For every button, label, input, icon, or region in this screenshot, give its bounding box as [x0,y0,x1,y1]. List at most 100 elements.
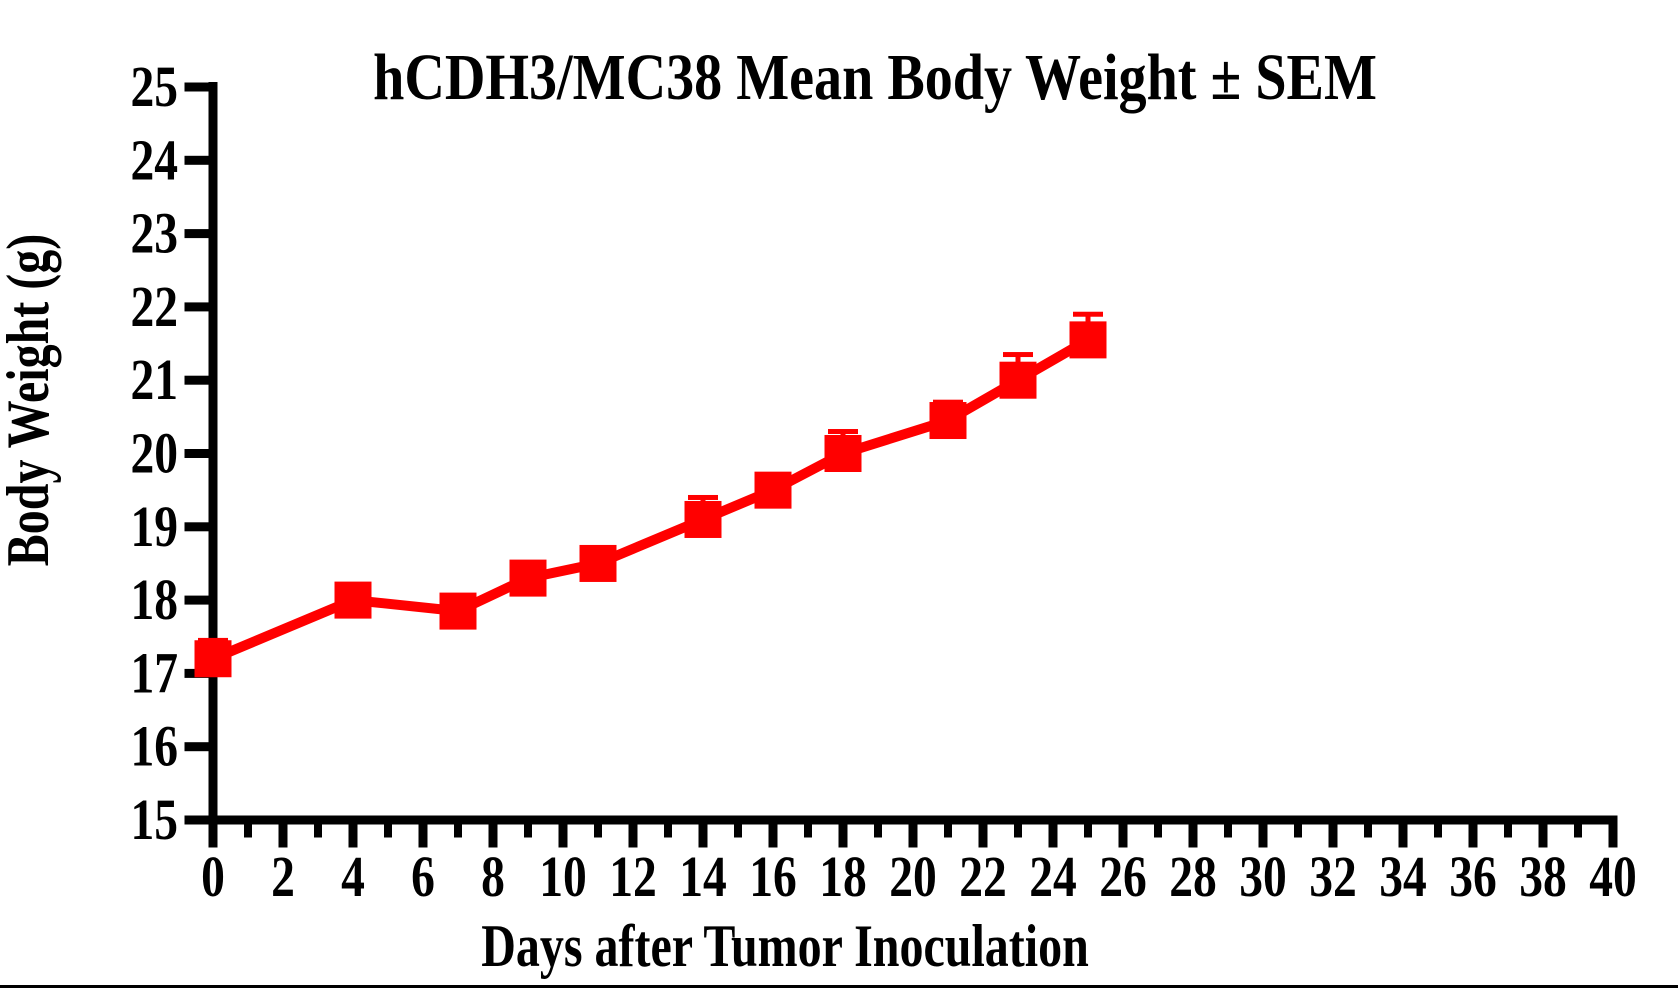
x-major-tick [488,823,498,848]
y-major-tick [184,302,209,312]
y-major-tick [184,815,209,825]
x-axis-title: Days after Tumor Inoculation [481,913,1089,979]
data-point-marker [754,471,792,509]
x-tick-label: 40 [1589,846,1637,909]
x-minor-tick [664,823,672,838]
y-tick-label: 18 [130,569,178,632]
sem-error-bar-cap [1073,311,1103,317]
data-point-marker [684,500,722,538]
x-major-tick [838,823,848,848]
y-major-tick [184,595,209,605]
x-tick-label: 2 [271,846,295,909]
x-tick-label: 16 [749,846,797,909]
x-major-tick [1398,823,1408,848]
x-minor-tick [734,823,742,838]
y-major-tick [184,522,209,532]
x-major-tick [978,823,988,848]
x-major-tick [348,823,358,848]
data-point-marker [334,581,372,619]
x-minor-tick [314,823,322,838]
x-minor-tick [804,823,812,838]
x-major-tick [208,823,218,848]
data-point-marker [999,361,1037,399]
bottom-rule [0,985,1678,988]
x-minor-tick [1434,823,1442,838]
y-tick-label: 25 [130,56,178,119]
y-tick-label: 17 [130,642,178,705]
y-tick-label: 16 [130,715,178,778]
data-point-marker [194,640,232,678]
x-tick-label: 6 [411,846,435,909]
x-tick-label: 0 [201,846,225,909]
sem-error-bar-cap [688,494,718,500]
data-point-marker [509,559,547,597]
x-tick-label: 26 [1099,846,1147,909]
x-major-tick [1258,823,1268,848]
x-major-tick [418,823,428,848]
x-tick-label: 24 [1029,846,1077,909]
x-tick-label: 30 [1239,846,1287,909]
x-major-tick [1538,823,1548,848]
x-tick-label: 34 [1379,846,1427,909]
x-minor-tick [1574,823,1582,838]
x-major-tick [698,823,708,848]
y-tick-label: 19 [130,495,178,558]
sem-error-bar-cap [828,429,858,435]
data-point-marker [579,544,617,582]
chart-title: hCDH3/MC38 Mean Body Weight ± SEM [373,41,1377,114]
x-major-tick [1328,823,1338,848]
x-major-tick [1608,823,1618,848]
data-point-marker [824,435,862,472]
y-major-tick [184,742,209,752]
x-tick-label: 22 [959,846,1007,909]
x-minor-tick [244,823,252,838]
x-tick-label: 4 [341,846,365,909]
y-major-tick [184,82,209,92]
x-tick-label: 20 [889,846,937,909]
x-tick-label: 10 [539,846,587,909]
x-minor-tick [454,823,462,838]
x-major-tick [628,823,638,848]
x-tick-label: 32 [1309,846,1357,909]
x-minor-tick [1154,823,1162,838]
y-axis-line [208,82,218,825]
x-minor-tick [1504,823,1512,838]
x-major-tick [1468,823,1478,848]
x-tick-label: 36 [1449,846,1497,909]
x-tick-label: 18 [819,846,867,909]
y-axis-title: Body Weight (g) [0,234,61,566]
x-tick-label: 8 [481,846,505,909]
x-minor-tick [1014,823,1022,838]
x-minor-tick [594,823,602,838]
x-tick-label: 38 [1519,846,1567,909]
x-major-tick [1118,823,1128,848]
series-markers [194,321,1107,678]
x-minor-tick [1294,823,1302,838]
data-point-marker [1069,321,1107,359]
x-axis-line [208,815,1618,825]
y-major-tick [184,229,209,239]
x-minor-tick [384,823,392,838]
x-minor-tick [944,823,952,838]
y-tick-label: 15 [130,789,178,852]
x-minor-tick [1364,823,1372,838]
x-minor-tick [1224,823,1232,838]
x-major-tick [1188,823,1198,848]
x-minor-tick [1084,823,1092,838]
y-tick-label: 24 [130,129,178,192]
y-major-tick [184,375,209,385]
x-tick-label: 14 [679,846,727,909]
x-minor-tick [524,823,532,838]
y-tick-label: 21 [130,349,178,412]
data-point-marker [439,592,477,630]
x-major-tick [768,823,778,848]
x-major-tick [1048,823,1058,848]
y-tick-label: 22 [130,276,178,339]
x-major-tick [908,823,918,848]
x-tick-label: 28 [1169,846,1217,909]
data-point-marker [929,402,967,440]
x-minor-tick [874,823,882,838]
